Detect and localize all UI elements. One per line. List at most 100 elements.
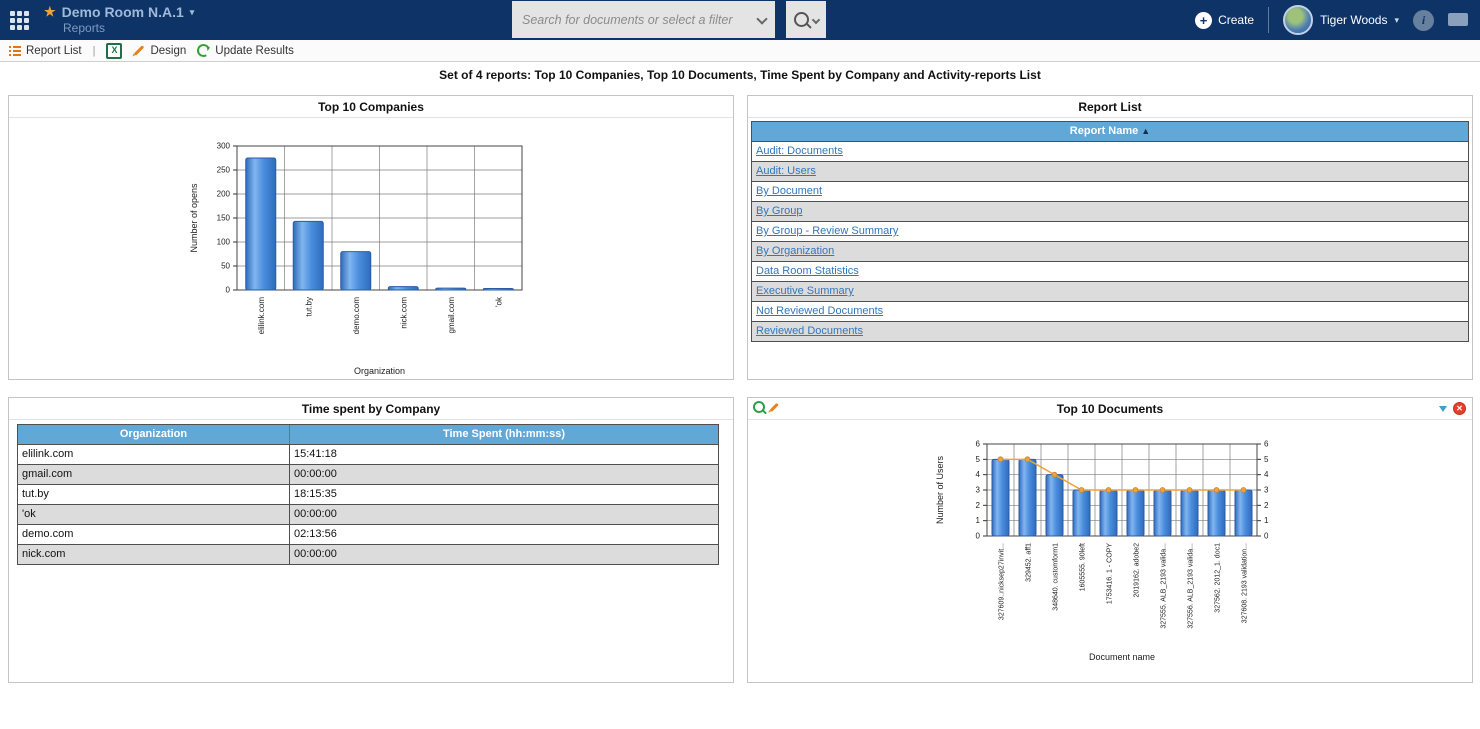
edit-pencil-icon[interactable] (769, 402, 779, 412)
time-spent-cell: 02:13:56 (294, 528, 337, 540)
avatar (1283, 5, 1314, 35)
chevron-down-icon (811, 15, 820, 24)
svg-text:gmail.com: gmail.com (447, 297, 456, 334)
apps-grid-icon[interactable] (10, 10, 29, 30)
info-icon[interactable]: i (1413, 9, 1434, 31)
report-link[interactable]: Data Room Statistics (756, 265, 859, 277)
svg-text:1605555. 90left: 1605555. 90left (1079, 543, 1086, 591)
panel-title: Report List (1078, 99, 1142, 114)
excel-icon: X (106, 42, 123, 59)
svg-text:'ok: 'ok (495, 296, 504, 307)
time-spent-column-header: Time Spent (hh:mm:ss) (442, 428, 566, 440)
time-spent-cell: 00:00:00 (294, 548, 337, 560)
panel-dropdown-icon[interactable] (1439, 405, 1447, 412)
svg-text:4: 4 (976, 470, 981, 479)
report-link[interactable]: By Document (756, 185, 823, 197)
svg-text:329452. aff1: 329452. aff1 (1025, 543, 1032, 582)
pencil-icon (134, 45, 145, 56)
user-menu[interactable]: Tiger Woods ▾ (1283, 5, 1399, 35)
table-row: Reviewed Documents (752, 321, 1468, 341)
svg-text:Number of opens: Number of opens (189, 183, 199, 253)
report-link[interactable]: By Group - Review Summary (756, 225, 899, 237)
svg-text:Organization: Organization (354, 366, 405, 376)
chevron-down-icon: ▾ (1394, 14, 1399, 25)
top-companies-chart: 0 50 100 150 200 250 300 elilink.com tut.by demo.… (189, 142, 523, 376)
report-link[interactable]: Executive Summary (756, 285, 854, 297)
search-box (512, 1, 775, 38)
table-row: gmail.com 00:00:00 (18, 464, 718, 484)
organization-cell: demo.com (18, 525, 290, 544)
report-link[interactable]: By Group (756, 205, 803, 217)
list-icon (9, 45, 21, 56)
table-row: Audit: Documents (752, 141, 1468, 161)
time-spent-cell: 15:41:18 (294, 448, 337, 460)
page-subtitle: Reports (63, 21, 106, 36)
organization-cell: gmail.com (18, 465, 290, 484)
table-row: By Document (752, 181, 1468, 201)
panel-title: Top 10 Companies (318, 99, 424, 114)
design-label: Design (150, 44, 187, 57)
report-link[interactable]: Audit: Documents (756, 145, 843, 157)
update-results-label: Update Results (215, 44, 294, 57)
panel-top-companies: Top 10 Companies 0 50 100 150 200 250 300 elili… (8, 95, 734, 380)
svg-text:1753416. 1 - COPY: 1753416. 1 - COPY (1106, 543, 1113, 604)
svg-text:Document name: Document name (1089, 652, 1155, 662)
room-title: Demo Room N.A.1 (61, 3, 184, 20)
room-title-menu[interactable]: ★ Demo Room N.A.1 ▾ (44, 4, 194, 22)
svg-text:250: 250 (217, 166, 231, 175)
divider (1268, 7, 1270, 33)
panel-top-documents: Top 10 Documents ✕ 0 0 1 1 2 2 3 3 4 4 5 5 6 6 327609.… (747, 397, 1473, 683)
svg-text:6: 6 (976, 440, 981, 449)
panel-title: Time spent by Company (301, 401, 441, 416)
table-row: demo.com 02:13:56 (18, 524, 718, 544)
panel-time-spent: Time spent by Company Organization Time … (8, 397, 734, 683)
top-documents-chart: 0 0 1 1 2 2 3 3 4 4 5 5 6 6 327609..nicksep27invit... 3… (935, 440, 1269, 663)
svg-text:4: 4 (1264, 470, 1269, 479)
export-excel-button[interactable]: X (106, 42, 123, 59)
zoom-icon[interactable] (753, 401, 765, 413)
favorite-star-icon: ★ (44, 4, 56, 20)
svg-text:100: 100 (217, 238, 231, 247)
svg-text:2019162. adobe2: 2019162. adobe2 (1133, 543, 1140, 598)
close-icon[interactable]: ✕ (1453, 402, 1466, 415)
table-row: Data Room Statistics (752, 261, 1468, 281)
svg-text:50: 50 (221, 262, 230, 271)
svg-text:0: 0 (226, 286, 231, 295)
search-input[interactable] (512, 1, 775, 38)
svg-text:tut.by: tut.by (305, 297, 314, 317)
create-button[interactable]: + Create (1195, 11, 1254, 29)
organization-cell: 'ok (18, 505, 290, 524)
svg-text:5: 5 (1264, 455, 1269, 464)
svg-text:2: 2 (976, 501, 981, 510)
svg-text:0: 0 (1264, 532, 1269, 541)
report-link[interactable]: Not Reviewed Documents (756, 305, 884, 317)
report-link[interactable]: Audit: Users (756, 165, 816, 177)
report-list-button[interactable]: Report List (9, 45, 82, 57)
svg-text:327562. 2012_1. doc1: 327562. 2012_1. doc1 (1214, 543, 1221, 613)
chat-icon[interactable] (1448, 12, 1468, 26)
user-name: Tiger Woods (1320, 13, 1388, 27)
report-list-table: Report Name ▲ Audit: Documents Audit: User… (751, 121, 1469, 342)
plus-icon: + (1195, 11, 1213, 29)
page-heading: Set of 4 reports: Top 10 Companies, Top … (439, 68, 1041, 82)
svg-text:327556. ALB_2193 valida...: 327556. ALB_2193 valida... (1187, 543, 1194, 629)
svg-text:5: 5 (976, 455, 981, 464)
chevron-down-icon: ▾ (189, 6, 195, 17)
svg-text:348640. customform1: 348640. customform1 (1052, 543, 1059, 611)
table-row: Not Reviewed Documents (752, 301, 1468, 321)
report-name-column-header[interactable]: Report Name ▲ (752, 122, 1468, 141)
svg-text:327555. ALB_2193 valida...: 327555. ALB_2193 valida... (1160, 543, 1167, 629)
svg-text:Number of Users: Number of Users (935, 455, 945, 524)
table-row: By Group (752, 201, 1468, 221)
svg-text:1: 1 (1264, 516, 1269, 525)
toolbar: Report List | X Design Update Results (0, 40, 1480, 62)
search-button[interactable] (786, 1, 826, 38)
report-link[interactable]: Reviewed Documents (756, 325, 863, 337)
svg-text:elilink.com: elilink.com (257, 297, 266, 335)
svg-text:3: 3 (976, 486, 981, 495)
svg-text:0: 0 (976, 532, 981, 541)
report-link[interactable]: By Organization (756, 245, 835, 257)
update-results-button[interactable]: Update Results (195, 42, 294, 59)
time-spent-table: Organization Time Spent (hh:mm:ss) elili… (17, 424, 719, 565)
design-button[interactable]: Design (133, 45, 186, 57)
